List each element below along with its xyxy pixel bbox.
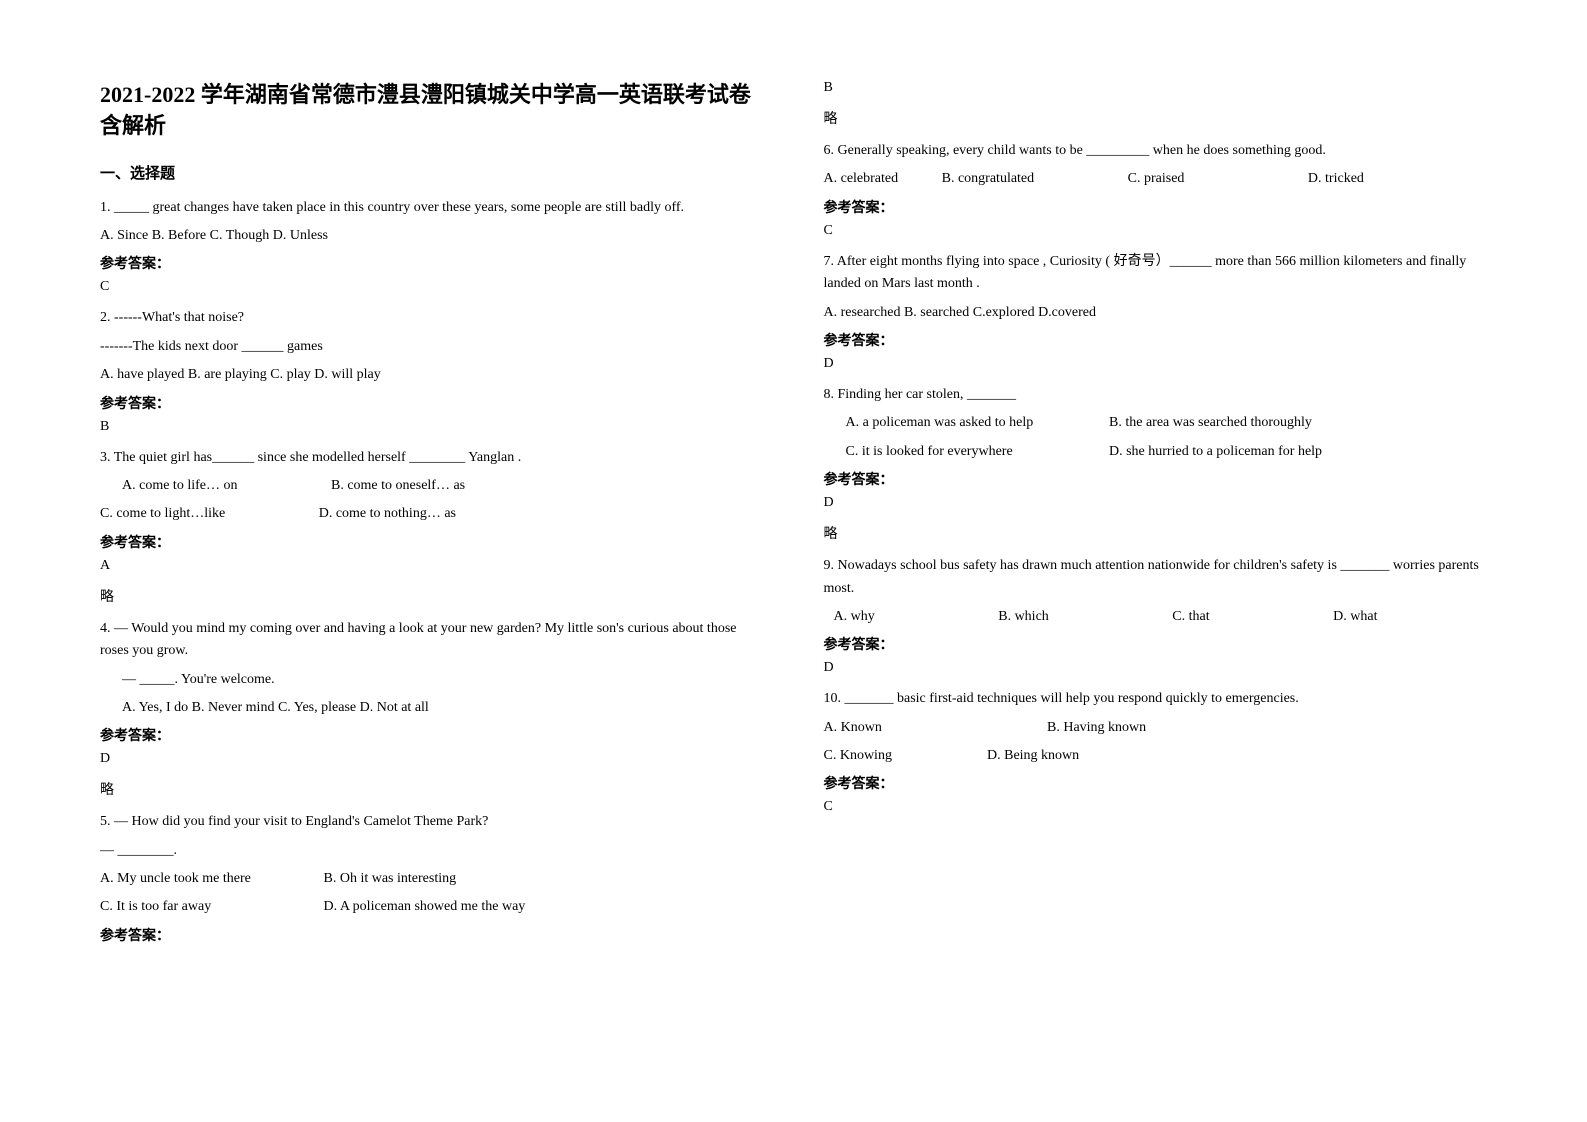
question-text: 7. After eight months flying into space … [824, 251, 1488, 296]
question-3: 3. The quiet girl has______ since she mo… [100, 447, 764, 606]
question-5: 5. — How did you find your visit to Engl… [100, 811, 764, 945]
answer-label: 参考答案： [100, 393, 764, 413]
answer-label: 参考答案： [100, 532, 764, 552]
option-a: A. why [834, 606, 875, 628]
option-b: B. Having known [1047, 720, 1146, 735]
question-options: A. Yes, I do B. Never mind C. Yes, pleas… [100, 697, 764, 719]
answer-value: B [824, 80, 1488, 96]
question-options: A. have played B. are playing C. play D.… [100, 364, 764, 386]
question-options: A. Known B. Having known [824, 717, 1488, 739]
question-8: 8. Finding her car stolen, _______ A. a … [824, 384, 1488, 543]
answer-value: A [100, 558, 764, 574]
right-column: B 略 6. Generally speaking, every child w… [824, 80, 1488, 955]
question-options: A. Since B. Before C. Though D. Unless [100, 225, 764, 247]
question-options: A. celebrated B. congratulated C. praise… [824, 168, 1488, 190]
answer-value: B [100, 419, 764, 435]
question-options: A. My uncle took me there B. Oh it was i… [100, 868, 764, 890]
option-a: A. My uncle took me there [100, 868, 320, 890]
question-line2: — _____. You're welcome. [100, 669, 764, 691]
option-c: C. praised [1128, 168, 1185, 190]
question-text: 9. Nowadays school bus safety has drawn … [824, 555, 1488, 600]
note: 略 [100, 779, 764, 799]
question-text: 6. Generally speaking, every child wants… [824, 140, 1488, 162]
question-text: 1. _____ great changes have taken place … [100, 197, 764, 219]
option-c: C. Knowing [824, 745, 984, 767]
question-text: 4. — Would you mind my coming over and h… [100, 618, 764, 663]
option-c: C. come to light…like [100, 503, 225, 525]
question-text: 10. _______ basic first-aid techniques w… [824, 688, 1488, 710]
option-a: A. come to life… on [122, 475, 237, 497]
question-1: 1. _____ great changes have taken place … [100, 197, 764, 296]
question-2: 2. ------What's that noise? -------The k… [100, 307, 764, 434]
option-b: B. congratulated [942, 168, 1035, 190]
note: 略 [100, 586, 764, 606]
question-6: 6. Generally speaking, every child wants… [824, 140, 1488, 239]
left-column: 2021-2022 学年湖南省常德市澧县澧阳镇城关中学高一英语联考试卷含解析 一… [100, 80, 764, 955]
question-line2: — ________. [100, 840, 764, 862]
option-b: B. come to oneself… as [331, 478, 465, 493]
answer-value: C [824, 799, 1488, 815]
answer-label: 参考答案： [824, 469, 1488, 489]
answer-label: 参考答案： [824, 330, 1488, 350]
option-b: B. the area was searched thoroughly [1109, 415, 1312, 430]
question-10: 10. _______ basic first-aid techniques w… [824, 688, 1488, 815]
option-b: B. Oh it was interesting [324, 871, 457, 886]
answer-value: D [824, 660, 1488, 676]
option-a: A. Known [824, 717, 1044, 739]
option-a: A. a policeman was asked to help [846, 412, 1106, 434]
answer-value: D [824, 495, 1488, 511]
question-4: 4. — Would you mind my coming over and h… [100, 618, 764, 800]
question-text: 8. Finding her car stolen, _______ [824, 384, 1488, 406]
answer-label: 参考答案： [100, 253, 764, 273]
section-heading: 一、选择题 [100, 162, 764, 183]
question-options: C. come to light…like D. come to nothing… [100, 503, 764, 525]
option-b: B. which [998, 606, 1049, 628]
answer-value: C [824, 223, 1488, 239]
answer-value: D [824, 356, 1488, 372]
answer-value: D [100, 751, 764, 767]
question-options: A. researched B. searched C.explored D.c… [824, 302, 1488, 324]
question-options: C. It is too far away D. A policeman sho… [100, 896, 764, 918]
option-c: C. it is looked for everywhere [846, 441, 1106, 463]
page-container: 2021-2022 学年湖南省常德市澧县澧阳镇城关中学高一英语联考试卷含解析 一… [100, 80, 1487, 955]
option-c: C. that [1172, 606, 1209, 628]
question-options: A. come to life… on B. come to oneself… … [100, 475, 764, 497]
answer-value: C [100, 279, 764, 295]
option-d: D. come to nothing… as [319, 506, 456, 521]
note: 略 [824, 108, 1488, 128]
option-d: D. she hurried to a policeman for help [1109, 444, 1322, 459]
option-c: C. It is too far away [100, 896, 320, 918]
answer-label: 参考答案： [824, 197, 1488, 217]
question-text: 2. ------What's that noise? [100, 307, 764, 329]
question-options: A. why B. which C. that D. what [824, 606, 1488, 628]
question-text: -------The kids next door ______ games [100, 336, 764, 358]
question-options: C. Knowing D. Being known [824, 745, 1488, 767]
note: 略 [824, 523, 1488, 543]
question-text: 5. — How did you find your visit to Engl… [100, 811, 764, 833]
option-d: D. Being known [987, 748, 1079, 763]
option-d: D. what [1333, 609, 1377, 624]
question-options: A. a policeman was asked to help B. the … [824, 412, 1488, 434]
answer-label: 参考答案： [100, 925, 764, 945]
answer-label: 参考答案： [100, 725, 764, 745]
question-9: 9. Nowadays school bus safety has drawn … [824, 555, 1488, 676]
question-7: 7. After eight months flying into space … [824, 251, 1488, 372]
option-d: D. tricked [1308, 171, 1364, 186]
exam-title: 2021-2022 学年湖南省常德市澧县澧阳镇城关中学高一英语联考试卷含解析 [100, 80, 764, 142]
question-text: 3. The quiet girl has______ since she mo… [100, 447, 764, 469]
question-5-continued: B 略 [824, 80, 1488, 128]
question-options: C. it is looked for everywhere D. she hu… [824, 441, 1488, 463]
option-d: D. A policeman showed me the way [324, 899, 526, 914]
option-a: A. celebrated [824, 168, 899, 190]
answer-label: 参考答案： [824, 634, 1488, 654]
answer-label: 参考答案： [824, 773, 1488, 793]
